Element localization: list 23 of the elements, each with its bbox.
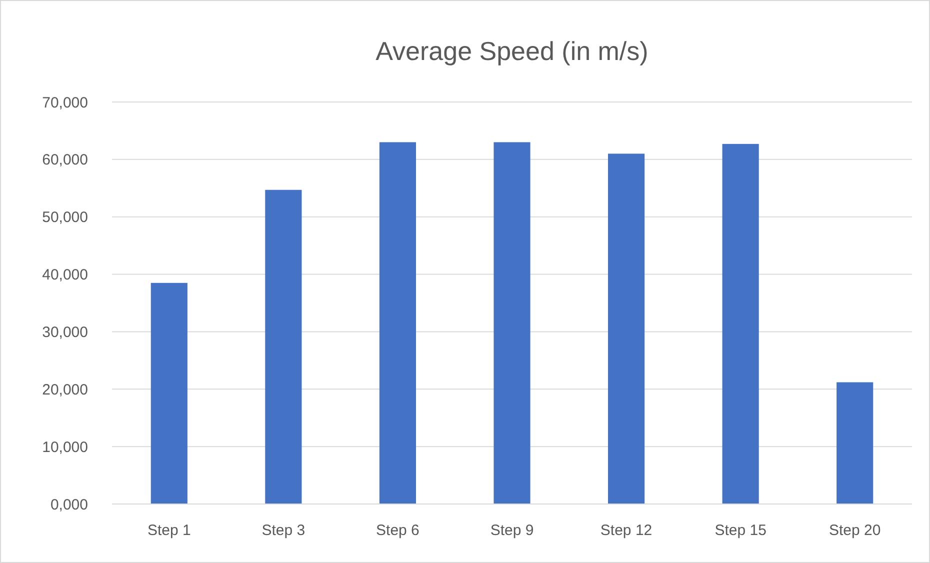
bar [608,154,645,504]
bar [722,144,759,504]
y-tick-label: 0,000 [50,496,88,514]
y-tick-label: 20,000 [42,381,88,398]
bar [494,142,530,504]
x-tick-label: Step 1 [147,522,191,539]
bar [836,382,874,504]
x-tick-label: Step 9 [490,522,534,539]
bar [379,142,416,504]
x-tick-label: Step 12 [600,522,652,539]
y-tick-label: 10,000 [42,438,88,456]
y-tick-label: 30,000 [42,324,88,341]
bar [150,282,188,504]
x-tick-label: Step 20 [829,522,881,539]
y-tick-label: 50,000 [42,209,88,226]
bar [265,190,302,504]
chart-title: Average Speed (in m/s) [376,36,648,66]
y-tick-label: 70,000 [42,94,88,112]
x-tick-label: Step 6 [376,522,420,539]
x-tick-label: Step 15 [714,522,766,539]
y-tick-label: 40,000 [42,266,88,284]
x-tick-label: Step 3 [262,522,306,539]
y-tick-label: 60,000 [42,152,88,169]
